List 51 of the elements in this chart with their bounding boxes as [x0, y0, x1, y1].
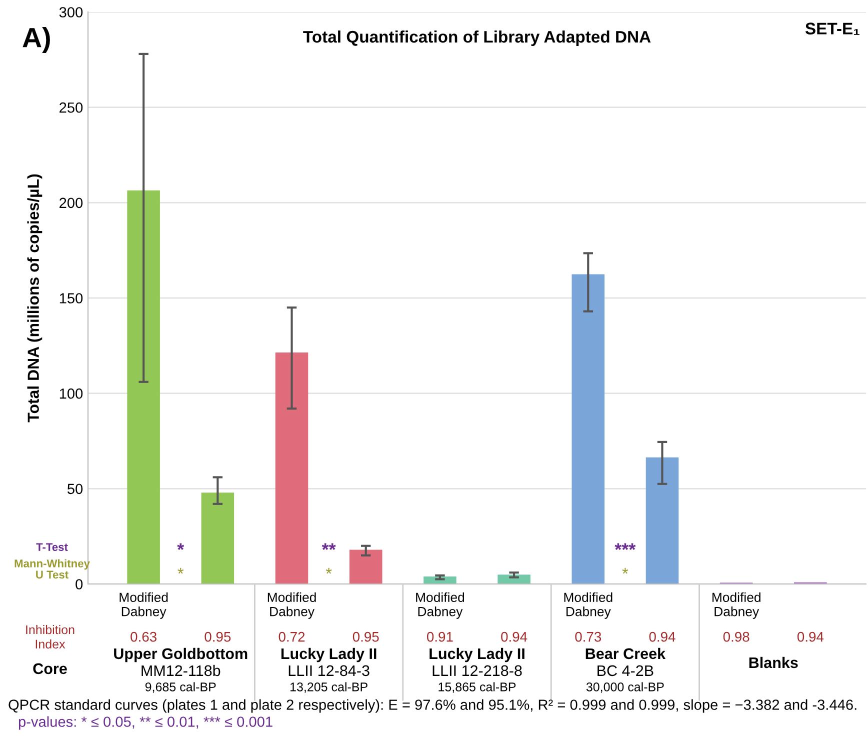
text: LLII 12-218-8 [432, 665, 522, 676]
text: Lucky Lady II [430, 648, 524, 662]
text: A) [22, 27, 50, 53]
y-tick-label: 300 [59, 7, 83, 18]
x-tick-label: Modified Dabney [268, 592, 316, 619]
text: 0.95 [204, 632, 231, 642]
x-tick-label: Modified Dabney [416, 592, 464, 619]
y-tick-label: 200 [60, 198, 83, 208]
annotation: Mann-Whitney U Test [14, 559, 90, 579]
text: 0.94 [649, 632, 676, 642]
y-axis-title: Total DNA (millions of copies/µL) [27, 174, 42, 422]
annotation: * [177, 543, 184, 550]
text: Upper Goldbottom [114, 648, 248, 662]
text: p-values: * ≤ 0.05, ** ≤ 0.01, *** ≤ 0.001 [18, 716, 272, 730]
annotation: SET-E₁ [805, 22, 860, 35]
text: MM12-118b [142, 664, 220, 676]
annotation: * [178, 568, 184, 574]
text: 0.91 [426, 632, 453, 642]
y-tick-label: 0 [76, 579, 83, 590]
text: 0.94 [797, 632, 824, 642]
y-tick-label: 100 [60, 388, 83, 399]
text: Inhibition Index [26, 624, 74, 649]
text: QPCR standard curves (plates 1 and plate 2 respectively): E = 97.6% and 95.1%, R² = 0.999 and 0.999, slope = −3.382 and -3.446. [8, 699, 856, 713]
text: 15,865 cal-BP [438, 682, 516, 693]
text: Total Quantification of Library Adapted DNA [303, 30, 651, 46]
text: 0.95 [352, 632, 379, 642]
text: 0.94 [501, 632, 528, 642]
annotation: *** [614, 543, 636, 550]
y-tick-label: 150 [60, 293, 83, 304]
text: 0.63 [130, 632, 156, 642]
text: 9,685 cal-BP [145, 682, 216, 693]
text: 0.73 [575, 632, 602, 642]
y-tick-label: 250 [60, 102, 83, 113]
x-tick-label: Modified Dabney [120, 592, 168, 619]
x-tick-label: Modified Dabney [712, 592, 760, 619]
text: T-Test [36, 543, 68, 551]
text: Bear Creek [586, 648, 666, 660]
annotation: * [326, 568, 332, 574]
text: Lucky Lady II [281, 648, 376, 662]
text: 13,205 cal-BP [290, 682, 368, 693]
annotation: * [622, 568, 628, 574]
text: 30,000 cal-BP [586, 682, 664, 693]
text: LLII 12-84-3 [288, 665, 370, 676]
text: BC 4-2B [598, 665, 654, 676]
annotation: ** [322, 543, 336, 550]
y-tick-label: 50 [68, 484, 83, 494]
text: 0.98 [723, 632, 750, 642]
text: 0.72 [278, 632, 305, 642]
x-tick-label: Modified Dabney [564, 592, 612, 619]
text: Core [33, 663, 67, 674]
text: Blanks [749, 656, 798, 668]
